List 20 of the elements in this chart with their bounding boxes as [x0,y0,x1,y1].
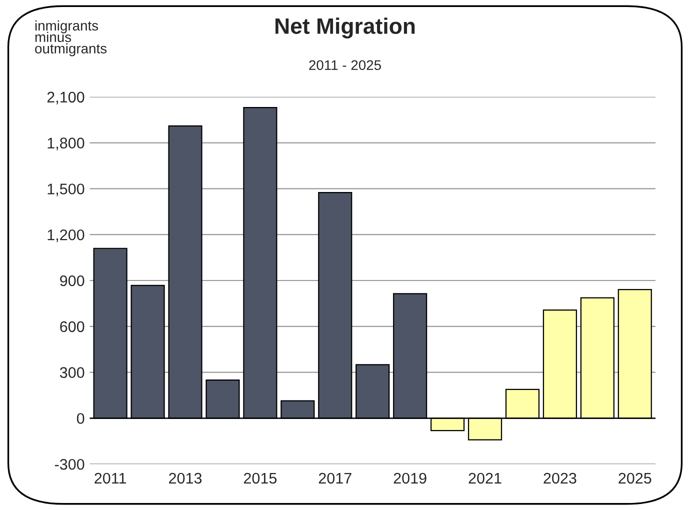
chart-subtitle: 2011 - 2025 [309,60,381,70]
x-tick-label: 2023 [544,472,576,484]
y-tick-label: -300 [54,458,84,470]
x-tick-label: 2019 [394,472,426,484]
y-tick-label: 1,500 [48,184,84,196]
y-tick-label: 600 [60,321,84,332]
y-tick-label: 900 [60,275,84,286]
y-tick-label: 1,800 [48,138,84,150]
x-tick-label: 2025 [618,472,652,484]
x-tick-label: 2011 [94,472,126,484]
x-tick-label: 2017 [318,472,352,484]
x-tick-label: 2021 [468,472,502,484]
x-tick-label: 2013 [169,472,202,484]
y-tick-label: 1,200 [48,229,84,242]
y-axis-title: inmigrants minus outmigrants [35,20,107,56]
chart-title: Net Migration [276,18,415,38]
y-tick-label: 2,100 [47,92,84,104]
x-tick-label: 2015 [244,472,277,484]
y-tick-label: 300 [60,367,84,378]
y-tick-label: 0 [76,413,84,424]
